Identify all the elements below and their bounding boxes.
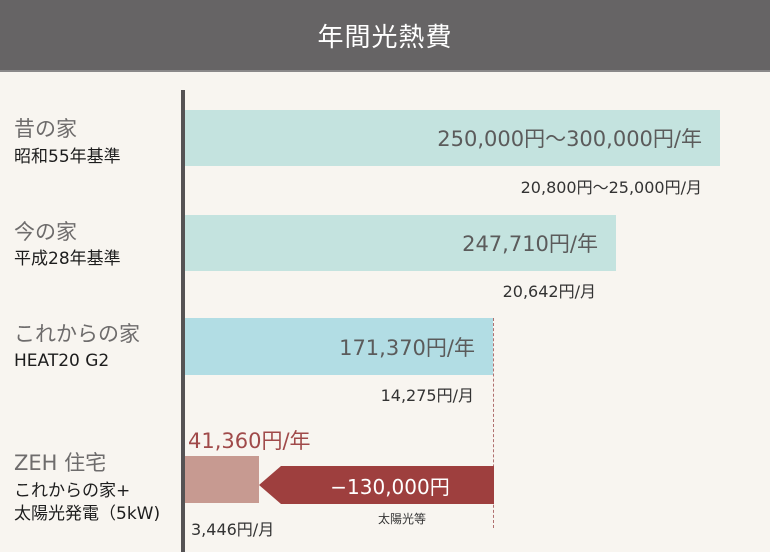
row-label-current-house: 今の家 <box>14 220 77 244</box>
row-label-future-house: これからの家 <box>14 322 140 346</box>
bar-old-house: 250,000円〜300,000円/年 <box>185 110 720 166</box>
chart-title-bar: 年間光熱費 <box>0 0 770 70</box>
bar-future-house: 171,370円/年 <box>185 318 493 375</box>
reduction-note: 太陽光等 <box>378 512 427 526</box>
reduction-arrow-icon <box>259 466 494 504</box>
monthly-current-house: 20,642円/月 <box>502 282 596 301</box>
y-axis-line <box>181 90 185 552</box>
monthly-old-house: 20,800円〜25,000円/月 <box>520 178 702 197</box>
bar-value-future-house: 171,370円/年 <box>339 335 475 360</box>
monthly-zeh: 3,446円/月 <box>191 520 275 539</box>
row-sublabel-zeh-2: 太陽光発電（5kW) <box>14 504 161 524</box>
row-sublabel-zeh-1: これからの家+ <box>14 481 131 501</box>
reference-dashed-line <box>493 318 494 528</box>
row-sublabel-current-house: 平成28年基準 <box>14 249 121 269</box>
row-label-old-house: 昔の家 <box>14 117 77 141</box>
bar-zeh <box>185 456 259 503</box>
monthly-future-house: 14,275円/月 <box>380 386 474 405</box>
bar-value-current-house: 247,710円/年 <box>462 232 598 256</box>
reduction-value: −130,000円 <box>330 474 450 499</box>
bar-value-zeh: 41,360円/年 <box>188 429 311 453</box>
bar-value-old-house: 250,000円〜300,000円/年 <box>437 127 702 151</box>
chart-title: 年間光熱費 <box>317 22 453 53</box>
row-sublabel-future-house: HEAT20 G2 <box>14 351 110 371</box>
row-sublabel-old-house: 昭和55年基準 <box>14 147 121 167</box>
header-divider <box>0 70 770 72</box>
bar-current-house: 247,710円/年 <box>185 215 616 271</box>
row-label-zeh: ZEH 住宅 <box>14 451 107 475</box>
